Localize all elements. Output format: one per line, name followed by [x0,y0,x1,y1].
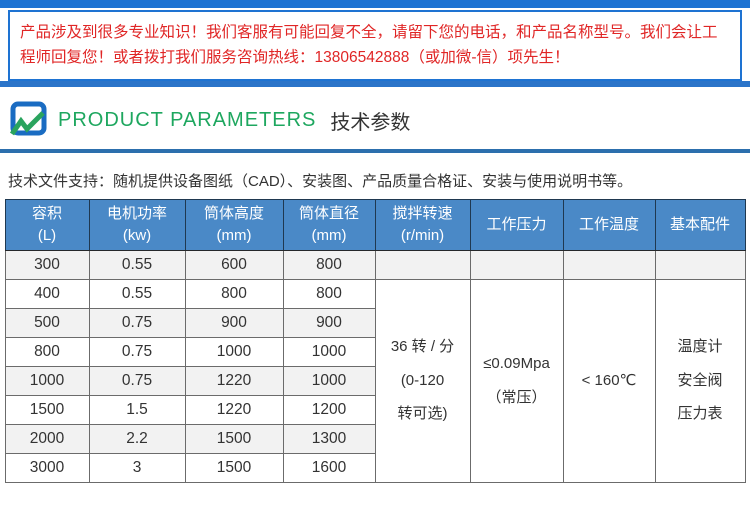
header-label: 工作压力 [486,215,547,233]
cell-motor-power: 0.55 [88,249,186,280]
cell-temperature-merged: < 160℃ [562,278,656,483]
cell-volume: 800 [4,336,90,367]
cell-pressure-merged: ≤0.09Mpa （常压） [469,278,564,483]
header-barrel-diameter: 筒体直径 (mm) [282,198,376,251]
table-header-row: 容积 (L) 电机功率 (kw) 筒体高度 (mm) 筒体直径 (mm) 搅拌转速 (r/… [4,198,746,251]
cell-barrel-diameter: 1000 [282,365,376,396]
header-unit: (kw) [122,226,152,244]
section-header: PRODUCT PARAMETERS 技术参数 [0,87,750,149]
cell-volume: 300 [4,249,90,280]
top-blue-bar [0,0,750,8]
parameters-table: 容积 (L) 电机功率 (kw) 筒体高度 (mm) 筒体直径 (mm) 搅拌转速 (r/… [4,198,746,483]
table-row: 300 0.55 600 800 [4,249,746,280]
cell-volume: 2000 [4,423,90,454]
cell-empty [469,249,564,280]
cell-barrel-diameter: 900 [282,307,376,338]
header-stir-speed: 搅拌转速 (r/min) [374,198,471,251]
cell-empty [654,249,746,280]
banner-bottom-bar [0,80,750,87]
temperature-value: < 160℃ [581,371,637,389]
table-row: 2000 2.2 1500 1300 [4,423,745,454]
header-unit: (r/min) [400,226,445,244]
cell-motor-power: 3 [88,452,186,483]
intro-text: 技术文件支持：随机提供设备图纸（CAD）、安装图、产品质量合格证、安装与使用说明… [8,172,633,190]
section-divider [0,148,750,153]
header-barrel-height: 筒体高度 (mm) [184,198,284,251]
stir-speed-line: (0-120 [400,371,445,389]
cell-volume: 3000 [4,452,90,483]
header-label: 筒体高度 [203,204,264,222]
header-basic-accessories: 基本配件 [654,198,746,251]
cell-barrel-height: 1000 [184,336,284,367]
cell-motor-power: 0.75 [88,307,186,338]
cell-barrel-diameter: 1600 [282,452,376,483]
cell-barrel-diameter: 800 [282,278,376,309]
stir-speed-line: 36 转 / 分 [390,337,455,355]
service-notice-banner: 产品涉及到很多专业知识！我们客服有可能回复不全，请留下您的电话，和产品名称型号。… [8,10,742,81]
section-title-en: PRODUCT PARAMETERS [58,109,317,132]
cell-empty [374,249,471,280]
cell-barrel-diameter: 1200 [282,394,376,425]
cell-barrel-height: 1500 [184,452,284,483]
cell-motor-power: 0.75 [88,365,186,396]
cell-stir-speed-merged: 36 转 / 分 (0-120 转可选) [374,278,471,483]
cell-volume: 500 [4,307,90,338]
header-volume: 容积 (L) [4,198,90,251]
cell-empty [562,249,656,280]
table-row: 1000 0.75 1220 1000 [4,365,745,396]
pressure-line: （常压） [486,388,547,406]
accessory-line: 温度计 [677,337,723,355]
cell-accessories-merged: 温度计 安全阀 压力表 [654,278,746,483]
header-label: 筒体直径 [298,204,359,222]
cell-barrel-diameter: 1000 [282,336,376,367]
cell-barrel-height: 900 [184,307,284,338]
header-label: 搅拌转速 [392,204,453,222]
accessory-line: 压力表 [677,405,723,423]
intro-line: 技术文件支持：随机提供设备图纸（CAD）、安装图、产品质量合格证、安装与使用说明… [0,153,750,199]
cell-volume: 1000 [4,365,90,396]
header-working-pressure: 工作压力 [469,198,564,251]
accessory-line: 安全阀 [677,371,723,389]
cell-barrel-height: 1500 [184,423,284,454]
cell-volume: 400 [4,278,90,309]
brand-logo-icon [9,101,47,136]
cell-motor-power: 2.2 [88,423,186,454]
service-notice-text: 产品涉及到很多专业知识！我们客服有可能回复不全，请留下您的电话，和产品名称型号。… [20,24,718,66]
stir-speed-line: 转可选) [397,405,448,423]
table-row: 500 0.75 900 900 [4,307,745,338]
cell-motor-power: 0.75 [88,336,186,367]
cell-barrel-diameter: 800 [282,249,376,280]
table-row: 3000 3 1500 1600 [4,452,745,483]
table-row: 400 0.55 800 800 36 转 / 分 (0-120 转可选) ≤0… [4,278,746,483]
header-unit: (mm) [216,226,252,244]
section-title-zh: 技术参数 [330,112,411,135]
cell-motor-power: 0.55 [88,278,186,309]
cell-barrel-height: 600 [184,249,284,280]
header-label: 电机功率 [106,204,167,222]
cell-barrel-diameter: 1300 [282,423,376,454]
table-row: 800 0.75 1000 1000 [4,336,745,367]
header-label: 容积 [31,204,62,222]
cell-volume: 1500 [4,394,90,425]
header-motor-power: 电机功率 (kw) [88,198,186,251]
header-label: 工作温度 [578,215,639,233]
cell-barrel-height: 1220 [184,394,284,425]
header-unit: (L) [37,226,57,244]
header-working-temperature: 工作温度 [562,198,656,251]
header-unit: (mm) [311,226,347,244]
pressure-line: ≤0.09Mpa [483,354,550,372]
cell-barrel-height: 1220 [184,365,284,396]
cell-motor-power: 1.5 [88,394,186,425]
cell-barrel-height: 800 [184,278,284,309]
header-label: 基本配件 [669,215,730,233]
